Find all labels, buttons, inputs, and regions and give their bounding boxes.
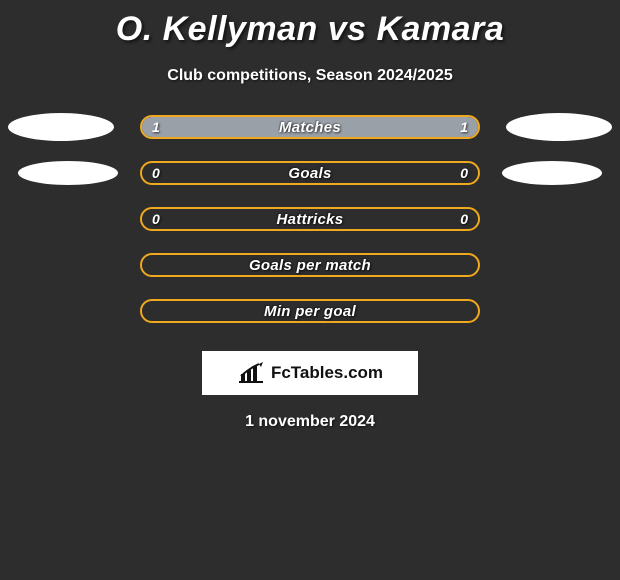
- stat-value-right: 1: [460, 119, 468, 135]
- stat-label: Min per goal: [264, 303, 356, 320]
- stat-bar-matches: 1 Matches 1: [140, 115, 480, 139]
- player-left-avatar-placeholder: [18, 161, 118, 185]
- stat-value-right: 0: [460, 165, 468, 181]
- stat-label: Hattricks: [277, 211, 344, 228]
- page-title: O. Kellyman vs Kamara: [0, 0, 620, 49]
- stat-value-left: 1: [152, 119, 160, 135]
- stat-value-left: 0: [152, 165, 160, 181]
- stat-value-left: 0: [152, 211, 160, 227]
- stat-label: Goals per match: [249, 257, 371, 274]
- stat-bar-goals-per-match: Goals per match: [140, 253, 480, 277]
- stat-bar-hattricks: 0 Hattricks 0: [140, 207, 480, 231]
- player-right-avatar-placeholder: [502, 161, 602, 185]
- subtitle: Club competitions, Season 2024/2025: [0, 67, 620, 85]
- stat-row: Min per goal: [0, 299, 620, 323]
- stat-row: Goals per match: [0, 253, 620, 277]
- date-label: 1 november 2024: [0, 413, 620, 431]
- player-left-avatar-placeholder: [8, 113, 114, 141]
- brand-badge[interactable]: FcTables.com: [202, 351, 418, 395]
- stat-label: Matches: [279, 119, 341, 136]
- stat-label: Goals: [288, 165, 331, 182]
- player-right-avatar-placeholder: [506, 113, 612, 141]
- brand-text: FcTables.com: [271, 363, 383, 383]
- stat-rows: 1 Matches 1 0 Goals 0 0 Hattricks 0: [0, 115, 620, 323]
- stat-row: 1 Matches 1: [0, 115, 620, 139]
- stat-bar-min-per-goal: Min per goal: [140, 299, 480, 323]
- brand-chart-icon: [237, 362, 265, 384]
- stat-value-right: 0: [460, 211, 468, 227]
- stat-row: 0 Goals 0: [0, 161, 620, 185]
- stat-row: 0 Hattricks 0: [0, 207, 620, 231]
- stat-bar-goals: 0 Goals 0: [140, 161, 480, 185]
